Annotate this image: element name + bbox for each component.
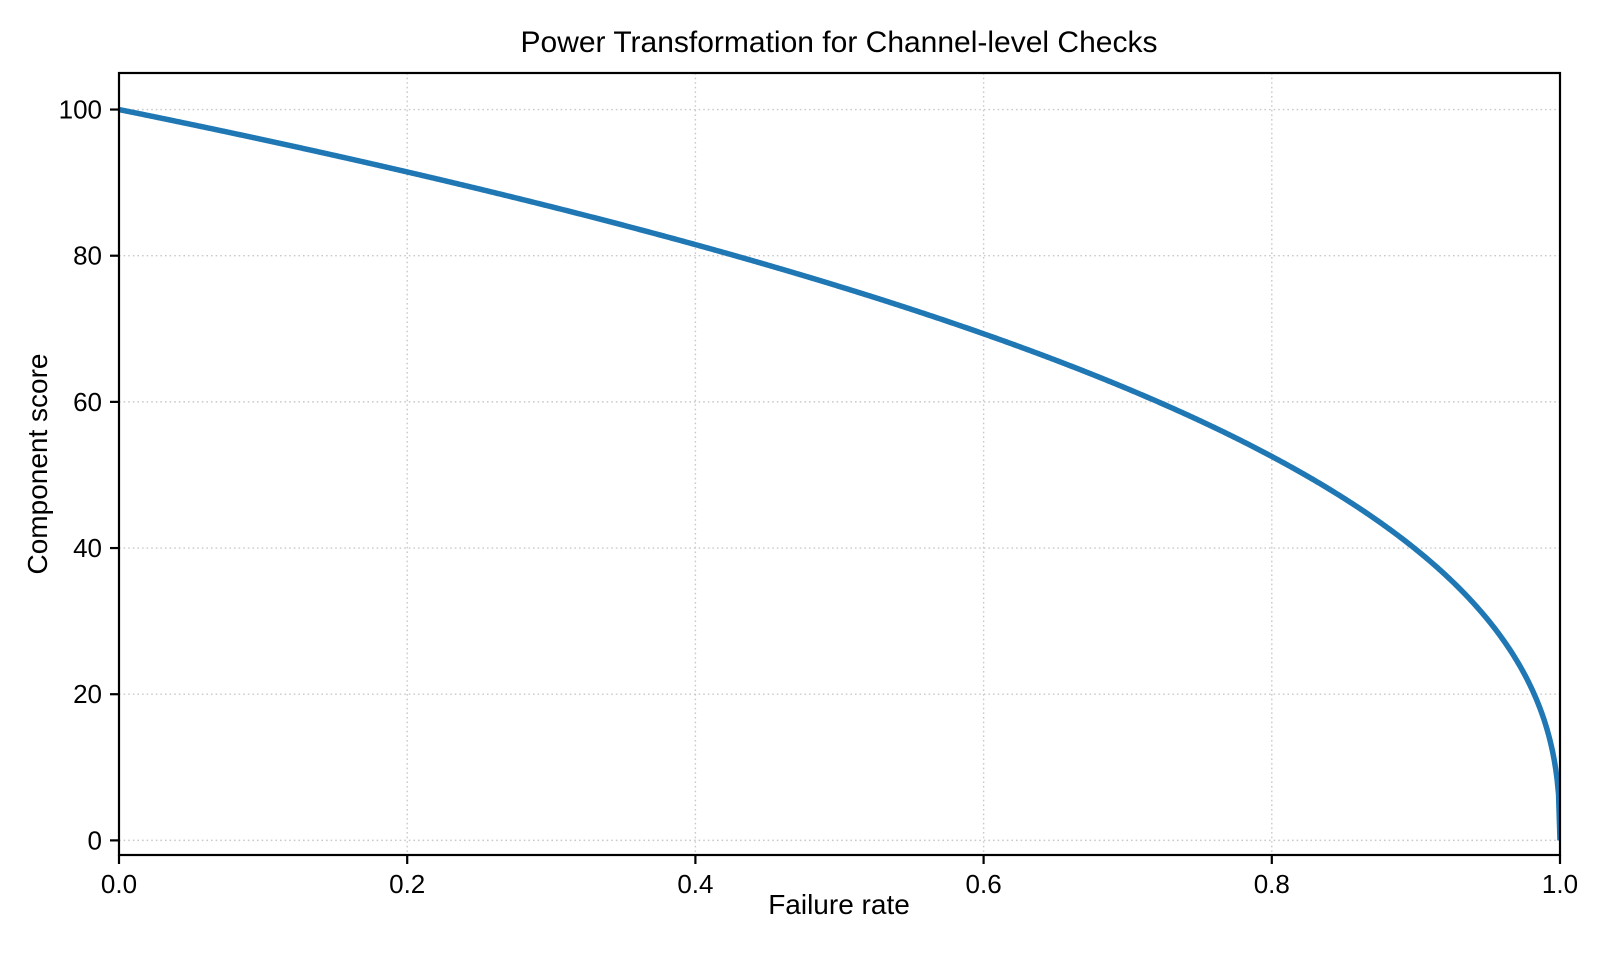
- x-tick-label-0.6: 0.6: [966, 869, 1002, 899]
- axis-tick-labels: 0.0 0.2 0.4 0.6 0.8 1.0 0 20 40 60 80 100: [59, 95, 1578, 899]
- series-line-component-score-curve: [119, 106, 1560, 841]
- y-tick-label-40: 40: [73, 533, 102, 563]
- series-group: [119, 106, 1560, 841]
- y-tick-label-20: 20: [73, 679, 102, 709]
- y-tick-label-0: 0: [88, 825, 102, 855]
- axes-spines: [117, 71, 1562, 857]
- axes-frame: [117, 71, 1562, 857]
- x-axis-label: Failure rate: [768, 889, 910, 920]
- y-axis-label: Component score: [22, 353, 53, 574]
- y-tick-label-60: 60: [73, 387, 102, 417]
- x-tick-label-0.0: 0.0: [101, 869, 137, 899]
- x-tick-label-0.4: 0.4: [677, 869, 713, 899]
- y-tick-label-100: 100: [59, 95, 102, 125]
- y-tick-label-80: 80: [73, 241, 102, 271]
- chart-title: Power Transformation for Channel-level C…: [521, 26, 1158, 59]
- grid-lines: [118, 73, 1561, 855]
- x-tick-label-1.0: 1.0: [1542, 869, 1578, 899]
- x-tick-label-0.8: 0.8: [1254, 869, 1290, 899]
- x-tick-label-0.2: 0.2: [389, 869, 425, 899]
- axis-ticks: [110, 108, 1562, 864]
